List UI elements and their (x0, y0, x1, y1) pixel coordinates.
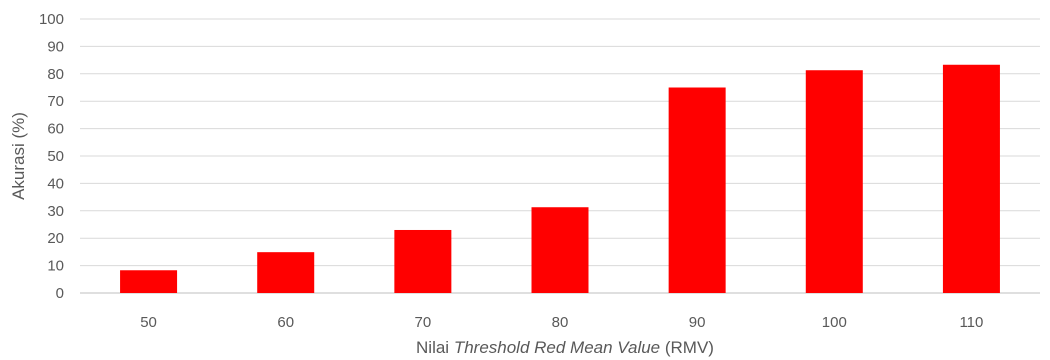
bar-100 (805, 70, 863, 293)
y-tick-label-80: 80 (47, 66, 64, 83)
y-tick-label-0: 0 (56, 285, 64, 302)
y-axis-title: Akurasi (%) (9, 112, 28, 200)
y-tick-label-50: 50 (47, 148, 64, 165)
x-tick-label-80: 80 (552, 314, 569, 331)
x-tick-label-60: 60 (277, 314, 294, 331)
bar-50 (120, 270, 178, 293)
x-tick-label-100: 100 (822, 314, 847, 331)
y-tick-label-40: 40 (47, 175, 64, 192)
y-tick-label-70: 70 (47, 93, 64, 110)
bar-110 (942, 64, 1000, 294)
x-tick-label-110: 110 (959, 314, 983, 331)
y-tick-label-100: 100 (39, 11, 64, 28)
y-axis-ticks: 0 10 20 30 40 50 60 70 80 90 100 (39, 11, 64, 302)
x-axis-title-prefix: Nilai (416, 338, 454, 357)
y-tick-label-90: 90 (47, 38, 64, 55)
bar-80 (531, 207, 589, 293)
bar-90 (668, 87, 726, 293)
y-tick-label-20: 20 (47, 230, 64, 247)
y-tick-label-10: 10 (47, 258, 64, 275)
bar-60 (257, 252, 315, 293)
x-axis-title-italic: Threshold Red Mean Value (454, 338, 660, 357)
bars (120, 64, 1000, 294)
bar-70 (394, 229, 452, 293)
x-axis-title: Nilai Threshold Red Mean Value (RMV) (416, 338, 714, 357)
x-tick-label-50: 50 (140, 314, 157, 331)
y-tick-label-60: 60 (47, 121, 64, 138)
x-tick-label-90: 90 (689, 314, 706, 331)
y-tick-label-30: 30 (47, 203, 64, 220)
x-axis-title-suffix: (RMV) (660, 338, 714, 357)
gridlines (80, 18, 1040, 294)
x-axis-ticks: 50 60 70 80 90 100 110 (140, 314, 983, 331)
x-tick-label-70: 70 (415, 314, 432, 331)
